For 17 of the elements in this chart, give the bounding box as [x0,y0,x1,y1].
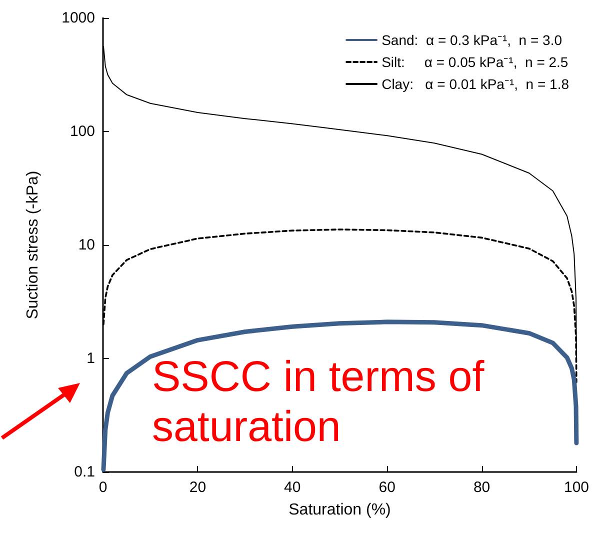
legend-label: Sand: α = 0.3 kPa⁻¹, n = 3.0 [382,32,562,48]
annotation: SSCC in terms of saturation [152,353,496,451]
x-tick-label: 100 [564,479,589,496]
legend-label: Silt: α = 0.05 kPa⁻¹, n = 2.5 [382,54,568,70]
x-axis-title: Saturation (%) [288,502,391,518]
y-tick-label: 0.1 [74,464,95,480]
x-tick-label: 40 [284,479,301,496]
x-tick-label: 0 [98,479,108,496]
y-axis-title: Suction stress (-kPa) [24,170,42,320]
legend-label: Clay: α = 0.01 kPa⁻¹, n = 1.8 [382,76,570,92]
x-tick-label: 80 [473,479,490,496]
x-tick-label: 60 [378,479,396,496]
x-tick-label: 20 [189,479,206,496]
y-tick-label: 1 [86,350,95,367]
y-tick-label: 10 [78,236,95,254]
y-tick-label: 1000 [62,10,95,26]
y-tick-label: 100 [70,123,95,140]
